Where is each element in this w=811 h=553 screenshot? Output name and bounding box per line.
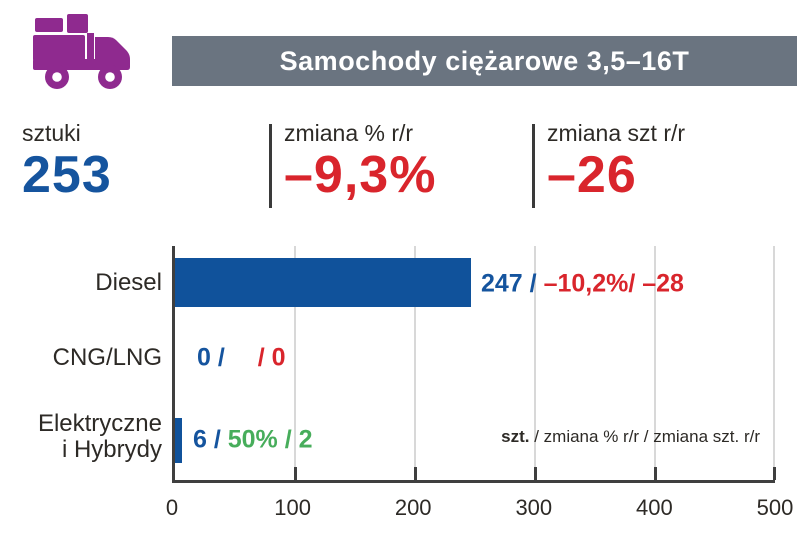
gridline-400 [654, 246, 656, 480]
annotation-diesel: 247 / –10,2%/ –28 [481, 270, 684, 299]
stat-units-label: sztuki [22, 120, 81, 146]
category-label-cng-lng: CNG/LNG [52, 344, 162, 371]
truck-icon [33, 14, 130, 89]
stat-divider [269, 124, 272, 208]
stat-units: sztuki 253 [22, 120, 112, 201]
x-tick-label-400: 400 [636, 495, 673, 520]
gridline-200 [414, 246, 416, 480]
annotation-elektryczne-change: 50% / 2 [227, 425, 313, 454]
stat-unit-change-value: –26 [547, 146, 637, 204]
annotation-cng-change: / 0 [257, 343, 286, 372]
annotation-cng-lng: 0 / / 0 [197, 344, 286, 373]
x-tick-label-200: 200 [394, 495, 432, 520]
stat-units-value: 253 [22, 146, 112, 204]
axis-tick-300 [534, 467, 537, 480]
axis-tick-400 [654, 467, 657, 480]
header-band: Samochody ciężarowe 3,5–16T [172, 36, 797, 86]
bar-chart-plot-area [172, 246, 776, 483]
stat-divider [532, 124, 535, 208]
bar-elektryczne-i-hybrydy [175, 418, 183, 463]
gridline-500 [773, 246, 775, 480]
stat-unit-change-label: zmiana szt r/r [547, 120, 686, 146]
x-axis: 0 100 200 300 400 500 [166, 495, 793, 521]
x-tick-label-100: 100 [274, 495, 311, 520]
stat-unit-change: zmiana szt r/r –26 [547, 120, 685, 201]
axis-tick-500 [773, 467, 776, 480]
annotation-elektryczne-units: 6 / [193, 425, 221, 454]
annotation-cng-units: 0 / [197, 343, 225, 372]
category-label-elektryczne-i-hybrydy: Elektryczne i Hybrydy [37, 410, 162, 463]
chart-legend: szt. / zmiana % r/r / zmiana szt. r/r [501, 427, 760, 447]
stat-pct-change: zmiana % r/r –9,3% [284, 120, 436, 201]
x-tick-label-0: 0 [165, 495, 179, 520]
axis-tick-200 [414, 467, 417, 480]
legend-units-label: szt. [501, 427, 530, 446]
annotation-diesel-change: –10,2%/ –28 [543, 269, 684, 298]
stat-pct-change-value: –9,3% [284, 146, 437, 204]
axis-tick-100 [294, 467, 297, 480]
x-tick-label-500: 500 [756, 495, 794, 520]
stat-pct-change-label: zmiana % r/r [284, 120, 414, 146]
category-label-diesel: Diesel [95, 269, 162, 296]
x-tick-label-300: 300 [515, 495, 553, 520]
annotation-diesel-units: 247 / [481, 269, 537, 298]
legend-rest: / zmiana % r/r / zmiana szt. r/r [529, 427, 760, 446]
annotation-elektryczne: 6 / 50% / 2 [193, 426, 313, 455]
gridline-300 [534, 246, 536, 480]
bar-diesel [175, 258, 472, 307]
gridline-100 [294, 246, 296, 480]
page-title: Samochody ciężarowe 3,5–16T [279, 45, 690, 76]
